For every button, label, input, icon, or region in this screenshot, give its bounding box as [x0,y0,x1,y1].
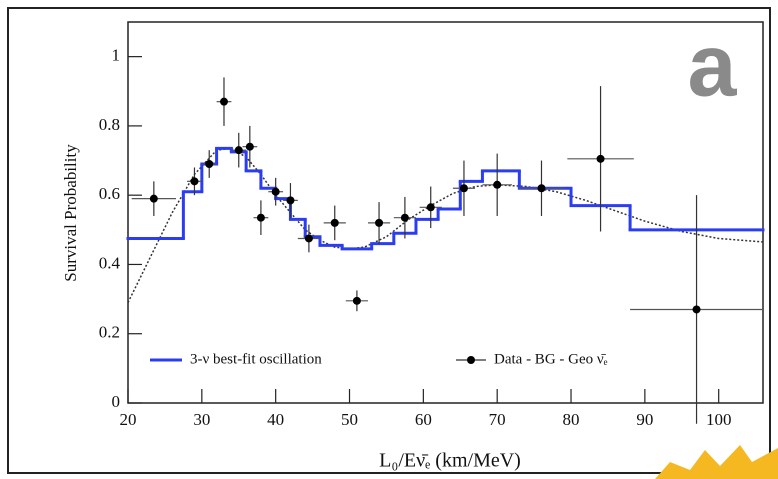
data-point [493,180,502,189]
y-tick-label: 0.6 [99,184,120,203]
y-tick-label: 0 [112,392,121,411]
x-tick-label: 60 [415,410,432,429]
corner-decoration [655,445,778,479]
theory-curve [127,147,764,303]
x-tick-label: 70 [489,410,506,429]
data-point [537,184,546,193]
data-point [271,187,280,196]
data-point [352,296,361,305]
data-point [459,184,468,193]
x-tick-label: 90 [636,410,653,429]
data-point [692,305,701,314]
x-tick-label: 20 [120,410,137,429]
data-point [400,213,409,222]
data-point [149,194,158,203]
y-tick-label: 0.8 [99,115,120,134]
data-point [596,154,605,163]
y-axis-label: Survival Probability [61,144,80,282]
legend-swatch [467,356,475,364]
frame [7,7,771,474]
plot-area [127,21,764,404]
data-point [375,218,384,227]
x-tick-label: 50 [341,410,358,429]
x-tick-label: 30 [193,410,210,429]
data-point [205,160,214,169]
x-tick-label: 80 [563,410,580,429]
data-point [219,97,228,106]
data-point [234,146,243,155]
x-tick-label: 100 [706,410,732,429]
x-axis-label: L₀/Eν̄ₑ (km/MeV) [379,450,521,472]
y-tick-label: 1 [112,46,121,65]
panel-label: a [688,15,738,114]
data-point [426,203,435,212]
x-tick-label: 40 [267,410,284,429]
data-point [330,218,339,227]
data-point [245,142,254,151]
data-point [286,196,295,205]
data-point [256,213,265,222]
legend-label: Data - BG - Geo ν̄ₑ [494,351,608,367]
data-point [190,177,199,186]
y-tick-label: 0.2 [99,323,120,342]
legend-label: 3-ν best-fit oscillation [190,351,322,367]
y-tick-label: 0.4 [99,253,121,272]
data-point [304,234,313,243]
